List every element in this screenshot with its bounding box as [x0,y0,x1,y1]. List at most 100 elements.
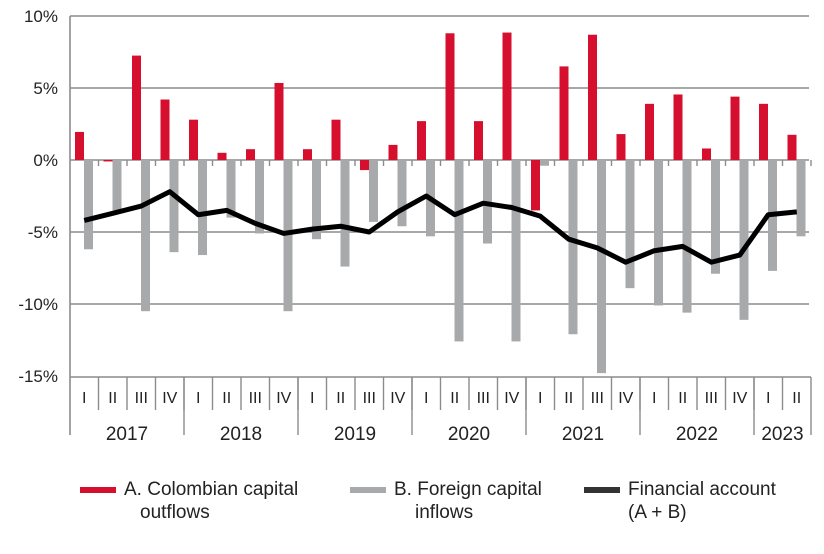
bar-outflows [388,144,398,160]
year-label: 2020 [448,424,490,445]
legend-label: outflows [140,502,210,523]
quarter-label: I [766,390,770,407]
bar-inflows [340,160,350,267]
legend-item-financial-account: Financial account (A + B) [584,478,776,524]
bar-inflows [397,160,407,227]
bar-inflows [568,160,578,335]
bar-outflows [274,82,284,160]
bar-outflows [303,149,312,160]
quarter-label: II [450,390,459,407]
bar-inflows [226,160,236,218]
bar-inflows [283,160,293,312]
bar-inflows [682,160,692,313]
legend-label: Financial account [628,479,776,500]
quarter-label: III [135,390,148,407]
legend-label: A. Colombian capital [124,479,299,500]
bar-inflows [739,160,749,320]
bar-outflows [787,134,797,160]
year-label: 2017 [106,424,148,445]
quarter-label: II [108,390,117,407]
quarter-label: II [564,390,573,407]
bar-inflows [454,160,464,342]
bar-outflows [75,131,84,160]
bar-outflows [103,160,113,162]
bar-inflows [625,160,635,289]
quarter-label: III [705,390,718,407]
legend-label: (A + B) [628,502,687,523]
bar-outflows [702,148,711,160]
quarter-label: IV [618,390,633,407]
quarter-label: IV [162,390,177,407]
legend-swatch-red [80,487,116,493]
bar-outflows [246,149,255,160]
bar-inflows [141,160,150,312]
bar-inflows [654,160,663,306]
bar-outflows [673,94,683,160]
y-tick-label: 10% [24,7,58,26]
legend-label: B. Foreign capital [394,479,542,500]
bar-outflows [759,103,768,160]
year-label: 2019 [334,424,376,445]
bar-outflows [616,134,626,160]
bar-outflows [189,119,198,160]
bar-outflows [417,121,426,160]
bar-outflows [360,160,369,171]
bar-outflows [331,119,341,160]
bar-inflows [540,160,549,166]
bar-inflows [369,160,378,222]
legend-item-outflows: A. Colombian capital outflows [80,478,298,524]
quarter-label: IV [504,390,519,407]
y-tick-label: 0% [33,151,58,170]
bar-inflows [198,160,207,256]
quarter-label: I [538,390,542,407]
quarter-label: I [652,390,656,407]
y-tick-label: -15% [18,367,58,386]
quarter-label: II [678,390,687,407]
bar-inflows [112,160,122,211]
bar-outflows [588,34,597,160]
bar-inflows [796,160,806,237]
bar-inflows [312,160,321,240]
legend-item-inflows: B. Foreign capital inflows [350,478,542,524]
bar-outflows [445,33,455,160]
y-tick-label: 5% [33,79,58,98]
year-label: 2022 [676,424,718,445]
year-label: 2018 [220,424,262,445]
bar-inflows [84,160,93,250]
line-financial-account [83,189,798,265]
year-label: 2021 [562,424,604,445]
bar-outflows [531,160,540,211]
bar-outflows [559,66,569,160]
y-tick-label: -10% [18,295,58,314]
bar-inflows [511,160,521,342]
bar-outflows [730,96,740,160]
legend-swatch-gray [350,487,386,493]
quarter-label: IV [276,390,291,407]
legend-swatch-black [584,487,620,493]
bar-inflows [255,160,264,234]
bar-inflows [711,160,720,274]
bar-outflows [132,55,141,160]
quarter-label: I [310,390,314,407]
year-label: 2023 [761,424,803,445]
quarter-label: III [591,390,604,407]
quarter-label: II [792,390,801,407]
bar-inflows [597,160,606,374]
quarter-label: I [82,390,86,407]
quarter-label: III [363,390,376,407]
quarter-label: III [249,390,262,407]
bar-outflows [474,121,483,160]
quarter-label: I [424,390,428,407]
bar-outflows [217,152,227,160]
quarter-label: II [336,390,345,407]
quarter-label: II [222,390,231,407]
quarter-label: I [196,390,200,407]
bar-inflows [169,160,179,253]
y-tick-label: -5% [28,223,58,242]
bar-outflows [502,32,512,161]
bar-outflows [160,99,170,160]
chart: 10%5%0%-5%-10%-15%I II III IV I II III IV I II III… [18,7,812,445]
quarter-label: III [477,390,490,407]
quarter-label: IV [390,390,405,407]
quarter-label: IV [732,390,747,407]
